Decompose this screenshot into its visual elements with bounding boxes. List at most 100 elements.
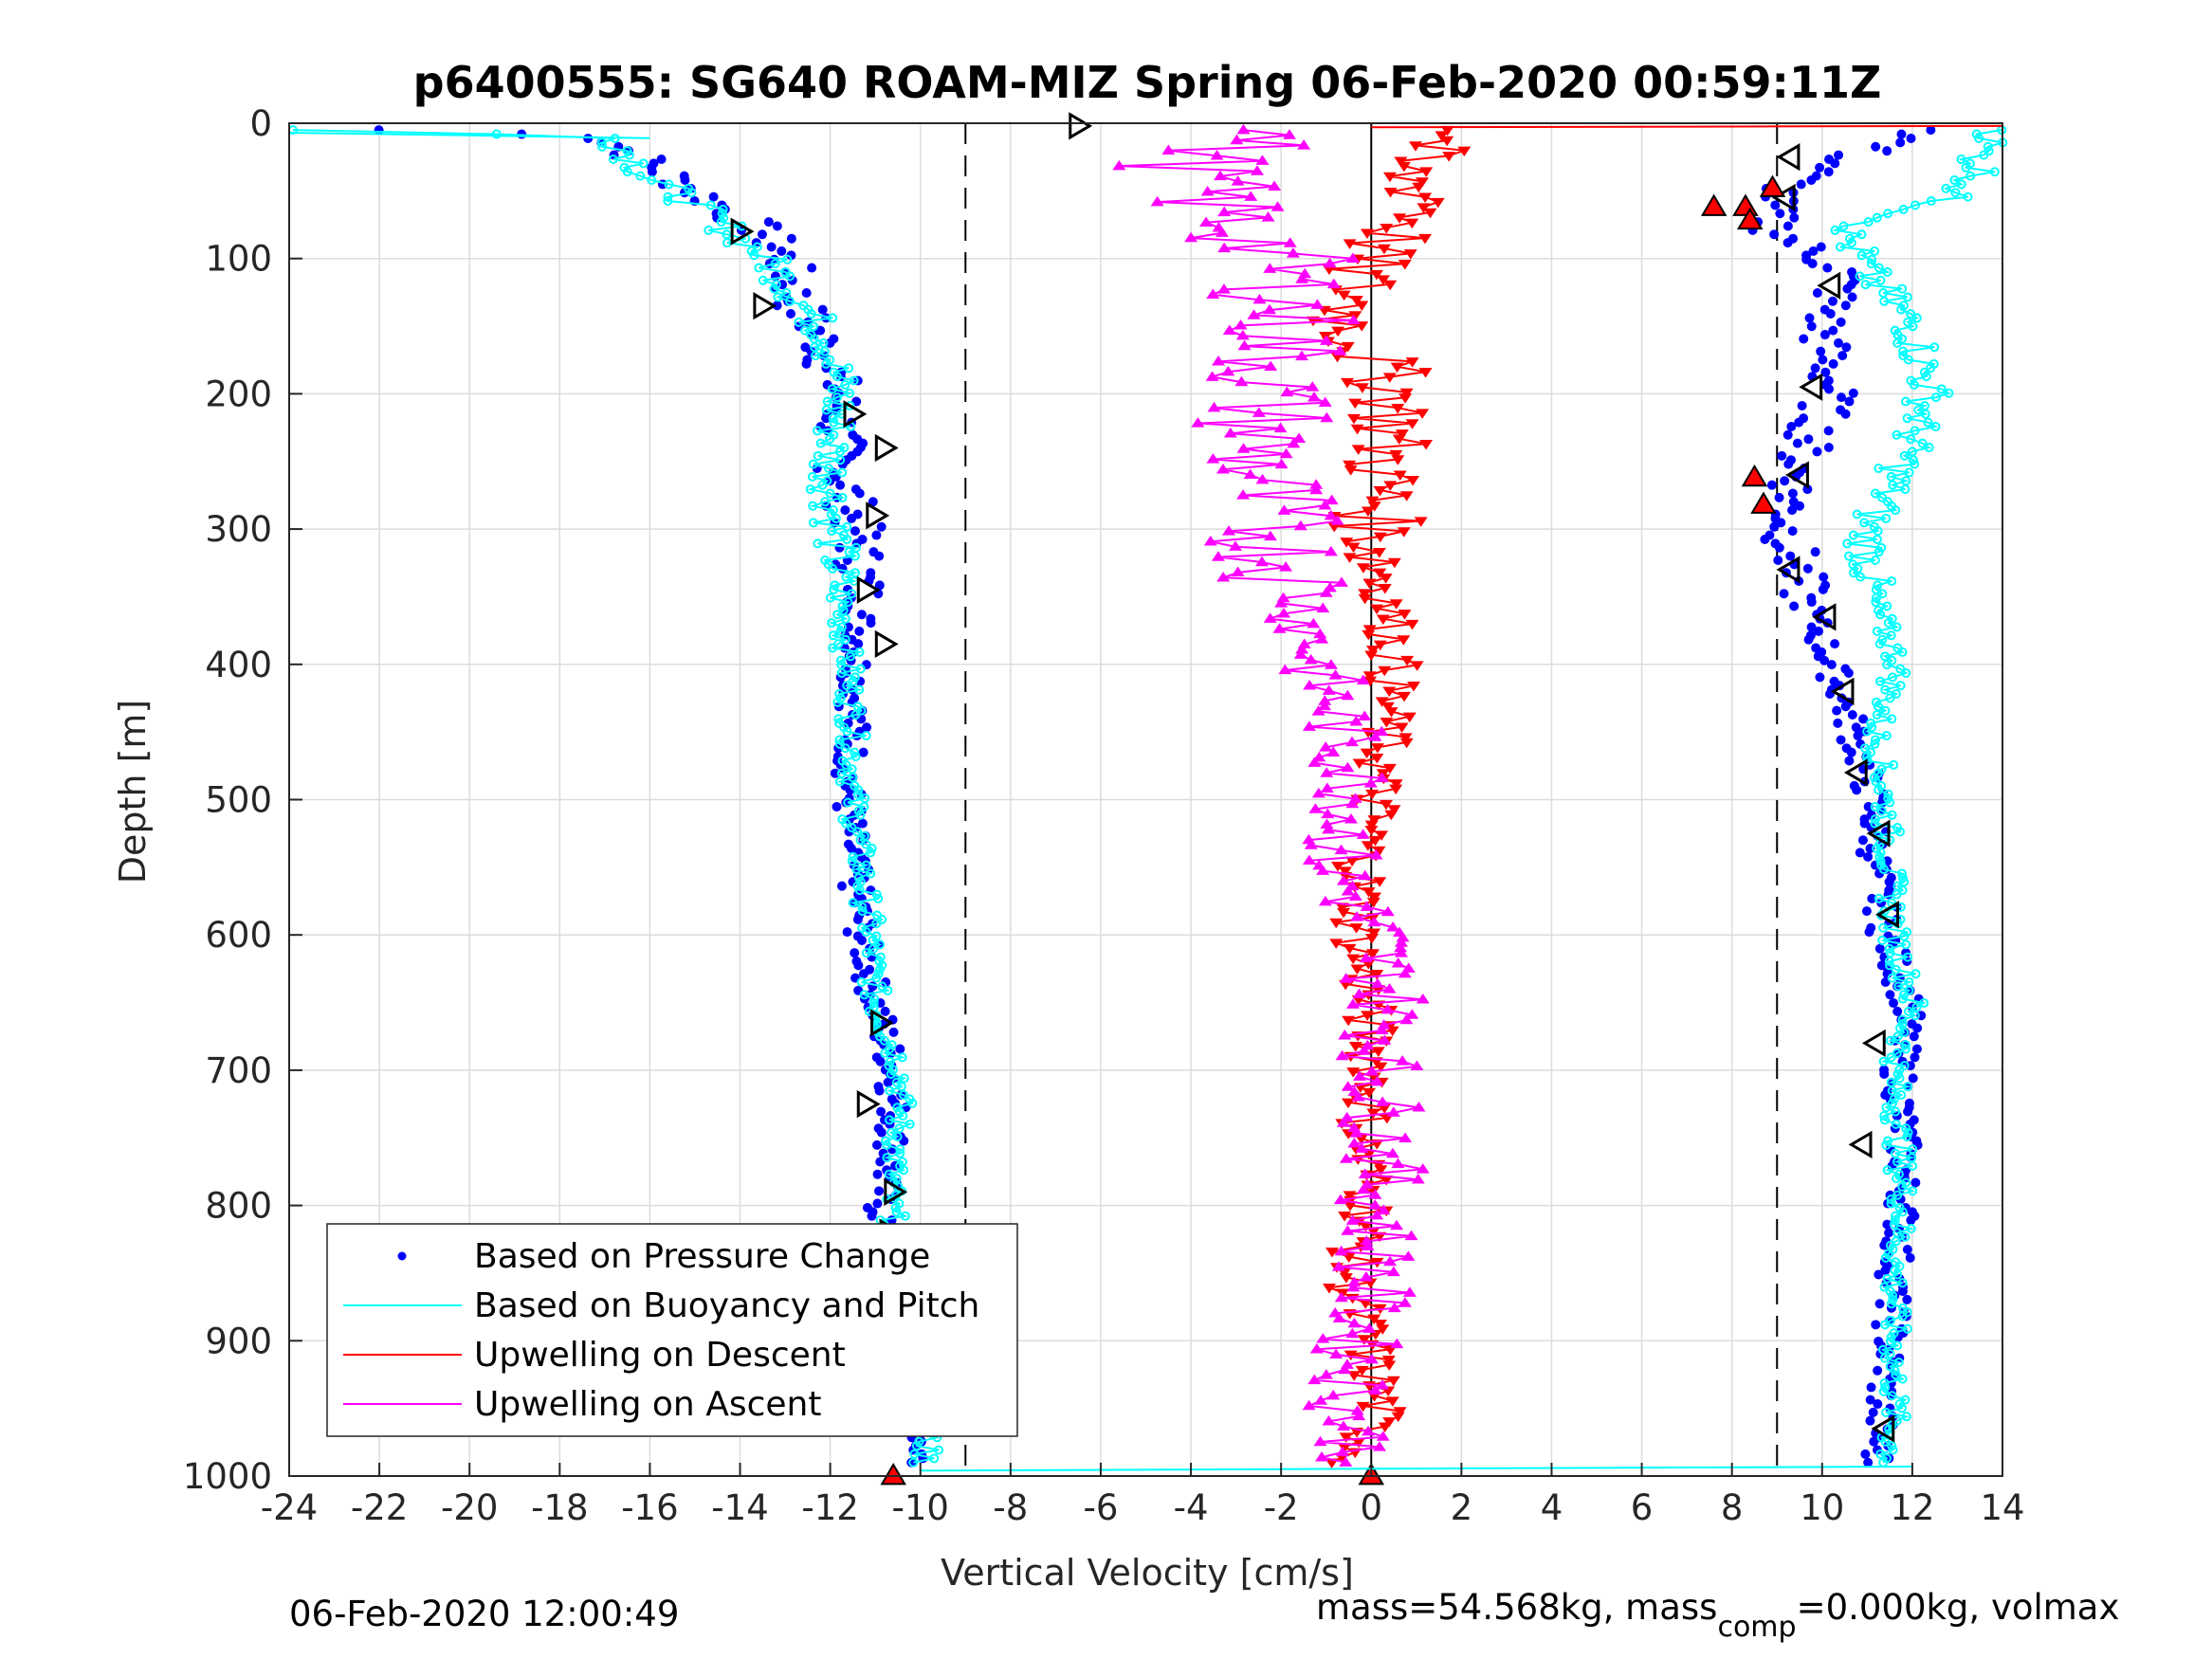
data-point — [1358, 1168, 1372, 1179]
data-point — [1324, 509, 1338, 520]
data-point — [1892, 1068, 1903, 1079]
data-point — [1330, 515, 1344, 525]
data-point — [934, 1445, 944, 1455]
data-point — [754, 263, 764, 273]
data-point — [1399, 388, 1414, 399]
data-point — [1326, 1389, 1341, 1400]
data-point — [1828, 325, 1838, 336]
data-point — [861, 731, 871, 741]
data-point — [1874, 1269, 1884, 1280]
data-point — [1872, 710, 1882, 720]
data-point — [1794, 417, 1804, 428]
data-point — [1406, 475, 1420, 486]
data-point — [1878, 922, 1889, 933]
data-point — [1963, 191, 1973, 202]
data-point — [1338, 1363, 1352, 1375]
data-point — [854, 488, 865, 499]
data-point — [806, 346, 816, 356]
data-point — [1881, 1407, 1892, 1417]
data-point — [850, 526, 860, 537]
data-point — [898, 1111, 908, 1121]
data-point — [808, 518, 818, 528]
data-point — [868, 998, 879, 1009]
data-point — [1361, 841, 1375, 851]
data-point — [1874, 868, 1885, 879]
data-point — [1869, 773, 1879, 783]
data-point — [1339, 1432, 1353, 1443]
data-point — [1384, 810, 1398, 821]
data-point — [1345, 998, 1360, 1009]
data-point — [1804, 313, 1815, 323]
data-point — [704, 225, 714, 235]
data-point — [1363, 777, 1378, 788]
data-point — [1357, 1045, 1371, 1055]
data-point — [1302, 854, 1316, 865]
data-point — [861, 927, 871, 938]
data-point — [1367, 916, 1381, 927]
data-point — [1880, 1320, 1891, 1330]
data-point — [1376, 1096, 1390, 1107]
data-point — [1378, 1422, 1392, 1433]
data-point — [1200, 185, 1215, 196]
data-point — [854, 626, 865, 636]
data-point — [1892, 1174, 1902, 1184]
data-point — [1321, 808, 1335, 819]
data-point — [1856, 250, 1867, 261]
data-point — [834, 688, 845, 699]
data-point — [1286, 247, 1300, 258]
data-point — [1375, 1024, 1389, 1035]
data-point — [1329, 918, 1344, 929]
data-point — [1944, 388, 1954, 398]
data-point — [1398, 967, 1412, 978]
data-point — [1380, 702, 1395, 713]
data-point — [1401, 1250, 1416, 1261]
data-point — [1396, 931, 1410, 942]
data-point — [825, 337, 835, 348]
data-point — [1926, 125, 1936, 136]
data-point — [1866, 718, 1876, 728]
data-point — [1874, 464, 1884, 474]
data-point — [1390, 1338, 1404, 1349]
data-point — [1340, 538, 1354, 548]
data-point — [1348, 311, 1362, 321]
data-point — [830, 580, 840, 591]
data-point — [1372, 547, 1386, 558]
data-point — [837, 492, 848, 502]
data-point — [1398, 610, 1412, 620]
data-point — [1279, 561, 1293, 572]
data-point — [1789, 212, 1800, 223]
data-point — [1405, 357, 1419, 368]
data-point — [1900, 396, 1910, 407]
x-tick-label: 14 — [1980, 1487, 2024, 1528]
data-point — [1416, 993, 1430, 1004]
data-point — [1861, 906, 1872, 917]
data-point — [1206, 288, 1220, 299]
data-point — [1901, 667, 1911, 678]
data-point — [1882, 266, 1892, 277]
data-point — [1873, 580, 1883, 591]
data-point — [821, 358, 832, 369]
data-point — [1210, 149, 1224, 160]
data-point — [895, 1148, 905, 1158]
data-point — [1297, 139, 1311, 150]
data-point — [1336, 1117, 1350, 1127]
ascent-turn-marker — [1776, 143, 1801, 172]
data-point — [1824, 384, 1835, 394]
data-point — [1913, 405, 1924, 415]
data-point — [801, 358, 812, 369]
data-point — [874, 1085, 885, 1096]
data-point — [832, 372, 842, 382]
series-upwelling-on-ascent — [1112, 123, 1430, 1467]
data-point — [1884, 1228, 1894, 1238]
data-point — [1389, 779, 1403, 790]
data-point — [1881, 731, 1892, 741]
data-point — [1783, 459, 1794, 469]
data-point — [1882, 1165, 1892, 1176]
data-point — [1886, 1198, 1896, 1209]
data-point — [1362, 1087, 1377, 1099]
x-tick-label: 2 — [1451, 1487, 1473, 1528]
data-point — [867, 844, 877, 854]
data-point — [1380, 718, 1394, 728]
data-point — [1339, 973, 1353, 983]
data-point — [1875, 1449, 1886, 1459]
